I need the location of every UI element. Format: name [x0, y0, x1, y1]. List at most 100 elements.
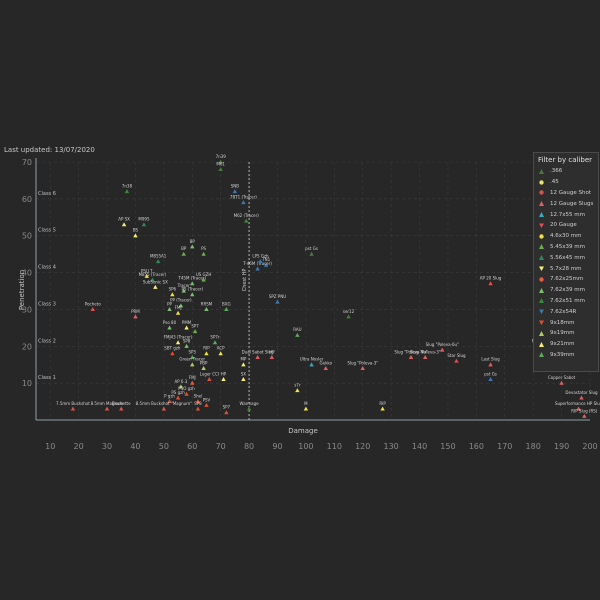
legend-item[interactable]: 12.7x55 mm: [534, 209, 598, 220]
point-label: 7N1: [262, 257, 271, 262]
point-label: RAU: [293, 327, 301, 332]
point-marker: [244, 218, 249, 223]
legend-item[interactable]: 12 Gauge Slugs: [534, 198, 598, 209]
legend-item[interactable]: 7.62x39 mm: [534, 285, 598, 296]
legend-item[interactable]: 7.62x51 mm: [534, 296, 598, 307]
legend-item[interactable]: 7.62x54R: [534, 306, 598, 317]
point-label: Dual Sabot Slug: [242, 349, 274, 354]
point-label: MP: [240, 357, 246, 362]
point-marker: [579, 395, 584, 400]
legend-marker-icon: [538, 211, 545, 218]
data-point: SP7: [223, 405, 231, 415]
point-label: FMJ43 (Tracer): [164, 335, 193, 340]
legend-item[interactable]: 5.45x39 mm: [534, 242, 598, 253]
point-marker: [221, 377, 226, 382]
legend-item[interactable]: 5.7x28 mm: [534, 263, 598, 274]
point-label: PS: [201, 246, 206, 251]
point-label: M61: [216, 161, 225, 166]
class-label: Class 1: [38, 375, 56, 381]
chest-hp-label: Chest HP: [242, 269, 248, 292]
point-label: ACP: [217, 346, 225, 351]
point-marker: [141, 222, 147, 227]
legend-item[interactable]: 12 Gauge Shot: [534, 188, 598, 199]
point-label: BP: [190, 239, 196, 244]
legend-item-label: 9x21mm: [550, 341, 575, 348]
point-marker: [201, 277, 206, 282]
legend-item[interactable]: 20 Gauge: [534, 220, 598, 231]
legend-item[interactable]: 9x39mm: [534, 350, 598, 361]
data-point: Devastator Slug: [565, 390, 598, 400]
point-label: SubSonic SX: [143, 279, 168, 284]
point-marker: [133, 314, 138, 319]
y-tick-label: 10: [22, 379, 32, 388]
data-point: RIP: [379, 401, 386, 411]
legend-item[interactable]: 4.6x30 mm: [534, 231, 598, 242]
point-label: HP: [221, 371, 227, 376]
point-label: P gzh: [164, 394, 175, 399]
legend-marker-icon: [538, 297, 545, 304]
point-marker: [207, 377, 212, 382]
legend-item-label: .45: [550, 179, 559, 186]
point-marker: [150, 277, 155, 282]
legend-item[interactable]: 5.56x45 mm: [534, 252, 598, 263]
point-marker: [170, 351, 175, 356]
legend-item-label: 7.62x25mm: [550, 276, 584, 283]
point-label: BS: [133, 228, 139, 233]
point-label: pst Gs: [484, 371, 497, 376]
data-point: SubSonic SX: [143, 279, 168, 289]
legend-marker-icon: [538, 341, 545, 348]
legend-item[interactable]: 9x21mm: [534, 339, 598, 350]
point-label: SX: [241, 371, 247, 376]
data-point: SP7r: [210, 335, 220, 345]
data-point: Slug "Poleva-3": [347, 360, 378, 370]
point-label: LPS Gzh: [252, 254, 269, 259]
x-tick-label: 60: [187, 442, 197, 451]
point-marker: [161, 406, 167, 411]
point-label: Tracer: [177, 283, 191, 288]
legend-item-label: 7.62x54R: [550, 308, 577, 315]
point-marker: [488, 362, 493, 367]
legend-item[interactable]: 7.62x25mm: [534, 274, 598, 285]
point-label: PSV: [203, 397, 211, 402]
point-label: FMJ: [189, 375, 196, 380]
data-point: BP: [190, 239, 196, 249]
data-point: Dual Sabot Slug: [242, 349, 274, 359]
y-tick-label: 70: [22, 158, 32, 167]
legend-item[interactable]: 9x19mm: [534, 328, 598, 339]
point-label: PS (Tracer): [181, 287, 203, 292]
point-marker: [190, 281, 195, 286]
point-marker: [170, 292, 175, 297]
data-point: RIP: [203, 346, 210, 356]
point-label: SP5: [189, 349, 197, 354]
legend-item[interactable]: .366: [534, 166, 598, 177]
data-point: RAU: [293, 327, 302, 337]
legend-item-label: 7.62x51 mm: [550, 297, 585, 304]
data-point: FMJ43 (Tracer): [164, 335, 193, 345]
point-label: ser12: [343, 309, 355, 314]
data-point: M855 (Tracer): [139, 272, 167, 282]
point-marker: [255, 354, 260, 359]
data-point: PP: [167, 301, 173, 312]
class-label: Class 3: [38, 301, 56, 307]
data-point: Tracer: [177, 283, 191, 293]
x-tick-label: 180: [526, 442, 541, 451]
point-marker: [133, 233, 138, 238]
class-label: Class 6: [38, 191, 56, 197]
point-marker: [218, 166, 223, 171]
legend-item[interactable]: 9x18mm: [534, 317, 598, 328]
legend-item[interactable]: .45: [534, 177, 598, 188]
legend-marker-icon: [538, 254, 545, 261]
point-label: M995: [138, 217, 150, 222]
x-tick-label: 150: [440, 442, 455, 451]
data-point: pst Gs: [484, 371, 497, 382]
point-label: Flechette: [112, 401, 131, 406]
point-marker: [218, 351, 223, 356]
point-marker: [241, 362, 246, 367]
legend-item-label: 12 Gauge Slugs: [550, 200, 594, 207]
point-marker: [104, 406, 110, 411]
point-label: Slug "Poleva-6u": [426, 342, 459, 347]
point-marker: [269, 354, 275, 359]
point-label: PS gzh: [171, 390, 185, 395]
class-label: Class 5: [38, 228, 56, 234]
